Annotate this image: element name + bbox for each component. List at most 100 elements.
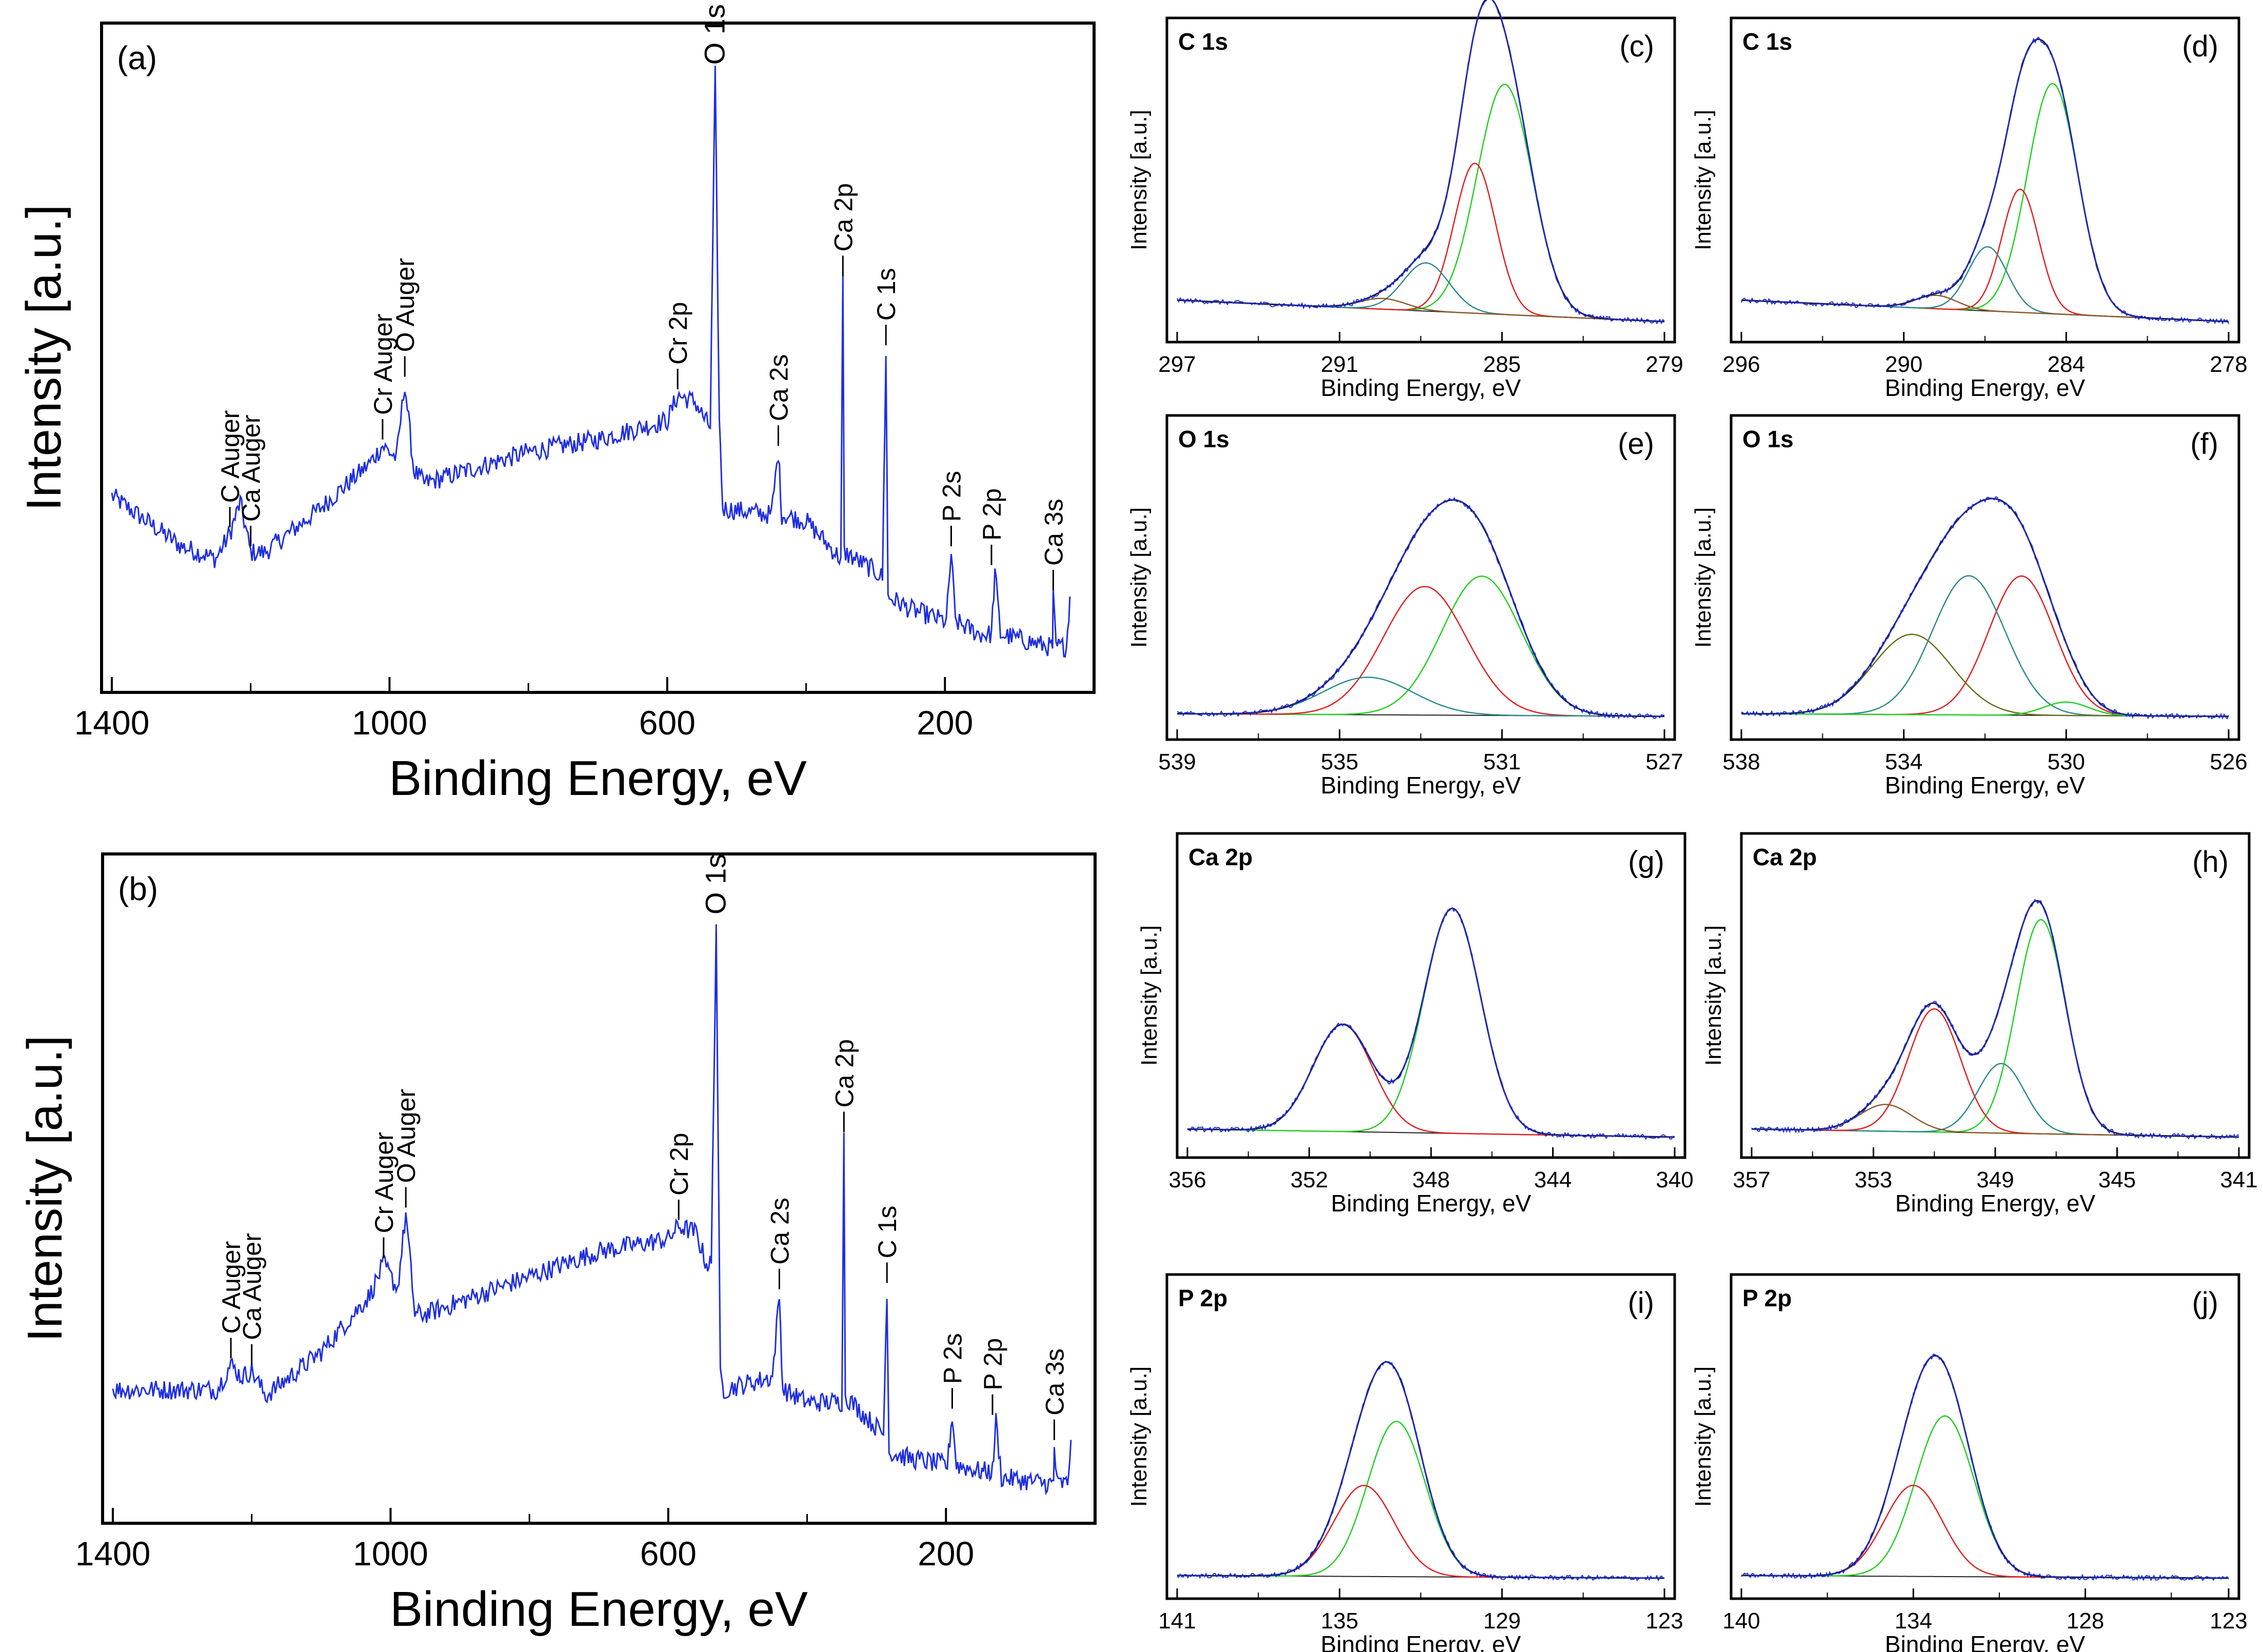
- x-tick-label: 129: [1483, 1608, 1521, 1634]
- y-axis-label: Intensity [a.u.]: [1691, 1366, 1716, 1507]
- panel-title: O 1s: [1178, 426, 1229, 452]
- panel-label: (j): [2192, 1286, 2218, 1320]
- plot-frame: [1176, 832, 1686, 1159]
- plot-frame: [1730, 414, 2240, 741]
- x-tick-label: 348: [1412, 1167, 1450, 1192]
- x-tick-label: 291: [1321, 352, 1358, 377]
- series-line: [111, 66, 1071, 658]
- panel-label: (d): [2182, 30, 2218, 63]
- x-axis-label: Binding Energy, eV: [389, 751, 807, 806]
- plot-frame: [1740, 832, 2251, 1159]
- peak-annotation: Ca 2s: [765, 1198, 794, 1265]
- fit-component-red: [1187, 1024, 1675, 1138]
- raw-spectrum: [1187, 907, 1675, 1140]
- x-tick-label: 530: [2048, 749, 2085, 774]
- y-axis-label: Intensity [a.u.]: [1126, 507, 1152, 648]
- fit-component-green: [1741, 701, 2229, 718]
- peak-annotation: Ca Auger: [238, 1233, 267, 1340]
- y-axis-label: Intensity [a.u.]: [1701, 925, 1726, 1066]
- y-axis-label: Intensity [a.u.]: [1126, 1366, 1152, 1507]
- x-tick-label: 279: [1645, 352, 1683, 377]
- fit-component-green: [1177, 1421, 1664, 1579]
- chart-h: 357 353 349 345 341 Binding Energy, eV Intensi…: [1701, 832, 2258, 1217]
- raw-spectrum: [1741, 36, 2229, 325]
- panel-label: (b): [118, 870, 158, 907]
- x-tick-label: 285: [1483, 352, 1521, 377]
- x-axis-label: Binding Energy, eV: [1331, 1190, 1532, 1217]
- panel-title: Ca 2p: [1188, 844, 1253, 870]
- x-tick-label: 200: [917, 704, 973, 742]
- x-tick-label: 600: [639, 704, 696, 742]
- x-tick-label: 123: [1645, 1608, 1683, 1634]
- peak-annotation: P 2p: [979, 1338, 1007, 1390]
- y-axis-label: Intensity [a.u.]: [17, 1036, 72, 1342]
- fit-component-green: [1187, 908, 1675, 1138]
- x-tick-label: 539: [1158, 749, 1196, 774]
- fit-envelope: [1741, 38, 2229, 323]
- raw-spectrum: [1177, 496, 1665, 720]
- x-axis-label: Binding Energy, eV: [1321, 1631, 1521, 1652]
- chart-g: 356 352 348 344 340 Binding Energy, eV Intensi…: [1137, 832, 1694, 1217]
- fit-component-red: [1741, 1484, 2229, 1579]
- fit-component-red: [1751, 1008, 2239, 1138]
- fit-component-green: [1751, 919, 2239, 1138]
- panel-label: (h): [2192, 845, 2229, 879]
- fit-component-brown: [1751, 1104, 2239, 1138]
- panel-label: (g): [1628, 845, 1664, 879]
- raw-spectrum: [1177, 0, 1665, 325]
- x-tick-label: 278: [2210, 352, 2247, 377]
- peak-annotation: C Auger: [216, 410, 245, 503]
- chart-j: 140 134 128 123 Binding Energy, eV Intensity …: [1691, 1273, 2248, 1652]
- panel-title: C 1s: [1178, 28, 1228, 55]
- x-tick-label: 353: [1855, 1167, 1892, 1192]
- peak-annotation: Ca 2p: [830, 1039, 859, 1107]
- fit-component-green: [1741, 83, 2229, 323]
- peak-annotation: Ca 3s: [1039, 499, 1068, 566]
- x-tick-label: 1000: [352, 704, 427, 742]
- x-tick-label: 128: [2067, 1608, 2104, 1634]
- panel-title: Ca 2p: [1753, 844, 1817, 870]
- peak-annotation: P 2s: [938, 1333, 967, 1384]
- plot-frame: [100, 22, 1096, 694]
- panel-label: (a): [117, 39, 157, 76]
- panel-label: (f): [2190, 427, 2218, 461]
- x-axis-label: Binding Energy, eV: [1321, 374, 1521, 401]
- plot-frame: [1730, 1273, 2240, 1600]
- x-axis-label: Binding Energy, eV: [1885, 1631, 2086, 1652]
- peak-annotation: Cr Auger: [369, 314, 398, 415]
- x-axis-label: Binding Energy, eV: [1885, 772, 2086, 799]
- x-tick-label: 290: [1885, 352, 1922, 377]
- x-tick-label: 135: [1321, 1608, 1358, 1634]
- raw-spectrum: [1177, 1360, 1665, 1582]
- peak-annotation: C 1s: [873, 1206, 902, 1259]
- x-axis-label: Binding Energy, eV: [1895, 1190, 2096, 1217]
- x-tick-label: 341: [2220, 1167, 2257, 1192]
- fit-envelope: [1741, 497, 2229, 718]
- fit-component-teal: [1741, 575, 2229, 718]
- panel-title: O 1s: [1742, 426, 1794, 452]
- peak-annotation: O 1s: [699, 854, 731, 914]
- peak-annotation: Cr 2p: [664, 302, 692, 365]
- plot-frame: [1730, 16, 2240, 344]
- x-tick-label: 141: [1158, 1608, 1196, 1634]
- x-tick-label: 527: [1645, 749, 1683, 774]
- peak-annotation: O 1s: [698, 4, 730, 65]
- fit-component-green: [1177, 84, 1665, 323]
- y-axis-label: Intensity [a.u.]: [1691, 507, 1716, 648]
- series-line: [112, 924, 1072, 1496]
- x-tick-label: 1400: [75, 1535, 151, 1573]
- panel-label: (i): [1627, 1286, 1654, 1320]
- x-tick-label: 345: [2098, 1167, 2136, 1192]
- peak-annotation: Ca Auger: [237, 415, 266, 522]
- fit-envelope: [1177, 0, 1665, 323]
- y-axis-label: Intensity [a.u.]: [1691, 110, 1716, 250]
- panel-title: C 1s: [1742, 28, 1792, 55]
- raw-spectrum: [1741, 1354, 2229, 1582]
- plot-frame: [1165, 414, 1676, 741]
- x-tick-label: 340: [1656, 1167, 1693, 1192]
- x-axis-label: Binding Energy, eV: [1885, 374, 2086, 401]
- x-tick-label: 344: [1534, 1167, 1572, 1192]
- y-axis-label: Intensity [a.u.]: [16, 205, 71, 511]
- peak-annotation: P 2s: [937, 471, 966, 522]
